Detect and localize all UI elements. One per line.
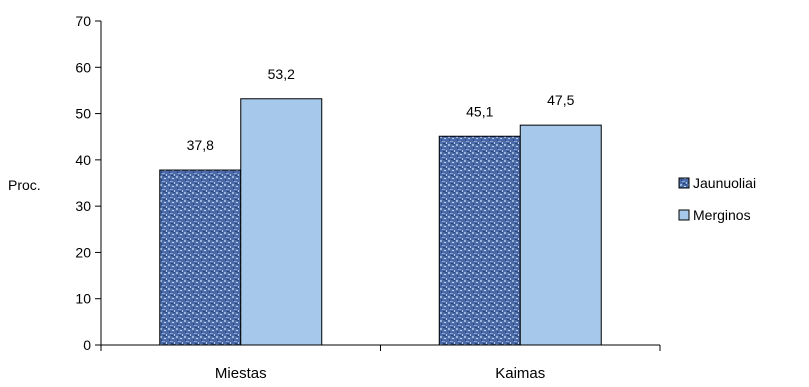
x-category-label: Kaimas [495, 365, 545, 382]
legend-swatch [678, 177, 690, 189]
data-label: 45,1 [466, 103, 493, 119]
bar-merginos-miestas [240, 98, 323, 346]
data-label: 53,2 [268, 66, 295, 82]
bar-jaunuoliai-miestas [159, 169, 242, 346]
y-tick-label: 10 [75, 291, 91, 307]
x-category-label: Miestas [215, 365, 267, 382]
chart-legend: Jaunuoliai Merginos [678, 175, 756, 223]
chart-labels: 37,8 53,2 Miestas 45,1 47,5 Kaimas [187, 66, 575, 382]
legend-label: Jaunuoliai [693, 175, 756, 191]
y-tick-label: 70 [75, 13, 91, 29]
y-axis-label: Proc. [8, 177, 41, 193]
data-label: 47,5 [547, 92, 574, 108]
y-tick-label: 50 [75, 106, 91, 122]
legend-swatch [678, 209, 690, 221]
bar-merginos-kaimas [519, 124, 602, 346]
legend-label: Merginos [693, 207, 751, 223]
data-label: 37,8 [187, 137, 214, 153]
y-tick-label: 20 [75, 244, 91, 260]
y-tick-label: 60 [75, 59, 91, 75]
bar-jaunuoliai-kaimas [438, 135, 521, 346]
y-tick-label: 40 [75, 152, 91, 168]
chart-bars [159, 98, 602, 346]
y-tick-label: 30 [75, 198, 91, 214]
y-tick-label: 0 [83, 337, 91, 353]
